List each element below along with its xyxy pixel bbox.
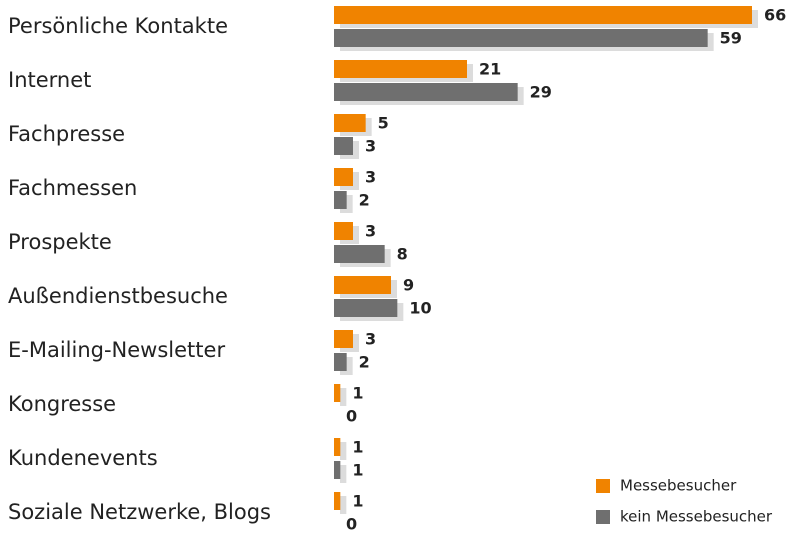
value-label: 1 <box>352 384 363 403</box>
value-label: 3 <box>365 222 376 241</box>
bar <box>334 438 341 456</box>
bar <box>334 114 366 132</box>
value-label: 1 <box>352 461 363 480</box>
value-label: 5 <box>378 114 389 133</box>
value-label: 21 <box>479 60 501 79</box>
category-label: Prospekte <box>8 230 112 254</box>
value-label: 66 <box>764 6 786 25</box>
value-label: 2 <box>359 191 370 210</box>
category-label: Fachmessen <box>8 176 137 200</box>
bar <box>334 384 341 402</box>
bar <box>334 353 347 371</box>
bar-shadow <box>340 442 347 460</box>
value-label: 0 <box>346 407 357 426</box>
bar <box>334 492 341 510</box>
category-label: Fachpresse <box>8 122 125 146</box>
bar <box>334 137 353 155</box>
bar <box>334 222 353 240</box>
value-label: 3 <box>365 168 376 187</box>
value-label: 8 <box>397 245 408 264</box>
bar <box>334 6 752 24</box>
category-label: Persönliche Kontakte <box>8 14 228 38</box>
category-label: Kongresse <box>8 392 116 416</box>
value-label: 10 <box>409 299 431 318</box>
value-label: 2 <box>359 353 370 372</box>
value-label: 3 <box>365 137 376 156</box>
bar-shadow <box>340 496 347 514</box>
legend-label: kein Messebesucher <box>620 508 773 526</box>
bar <box>334 191 347 209</box>
category-label: Internet <box>8 68 91 92</box>
category-label: E-Mailing-Newsletter <box>8 338 225 362</box>
category-label: Soziale Netzwerke, Blogs <box>8 500 271 524</box>
legend-swatch <box>596 510 610 524</box>
value-label: 1 <box>352 438 363 457</box>
value-label: 0 <box>346 515 357 534</box>
bar-shadow <box>340 465 347 483</box>
bar-shadow <box>340 388 347 406</box>
value-label: 1 <box>352 492 363 511</box>
category-label: Kundenevents <box>8 446 158 470</box>
legend-label: Messebesucher <box>620 477 737 495</box>
value-label: 3 <box>365 330 376 349</box>
bar <box>334 168 353 186</box>
bar <box>334 461 341 479</box>
bar <box>334 83 518 101</box>
bar <box>334 245 385 263</box>
bar <box>334 330 353 348</box>
bar <box>334 29 708 47</box>
legend-swatch <box>596 479 610 493</box>
bar <box>334 60 467 78</box>
bar <box>334 276 391 294</box>
category-label: Außendienstbesuche <box>8 284 228 308</box>
value-label: 59 <box>720 29 742 48</box>
value-label: 29 <box>530 83 552 102</box>
bar <box>334 299 398 317</box>
value-label: 9 <box>403 276 414 295</box>
